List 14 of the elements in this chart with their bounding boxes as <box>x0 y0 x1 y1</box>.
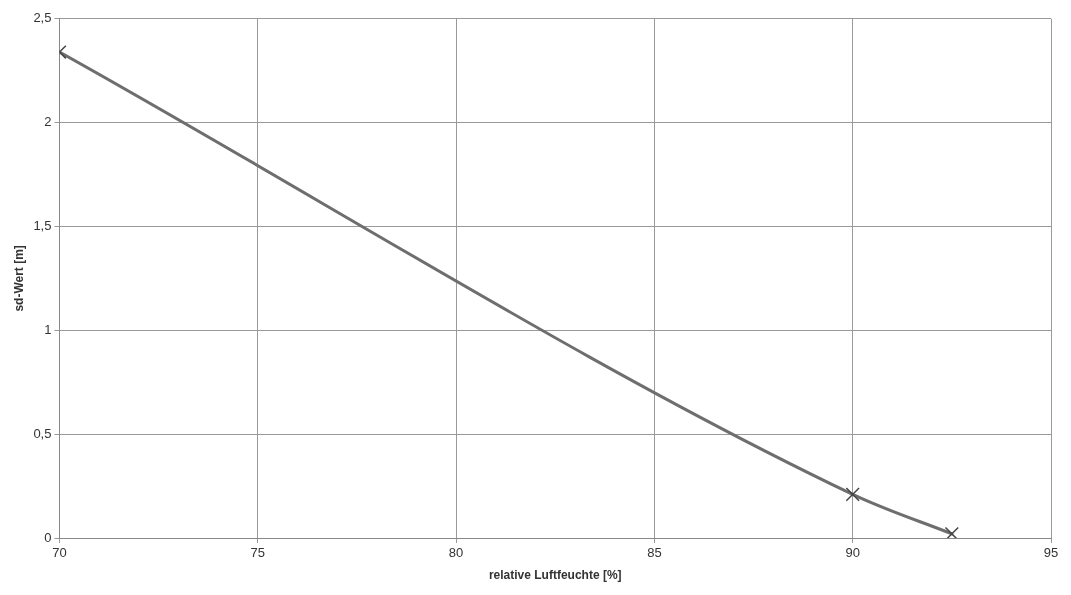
x-tick-label: 90 <box>845 545 860 561</box>
y-tick-label: 2 <box>44 114 52 130</box>
x-tick-label: 75 <box>250 545 266 561</box>
y-axis-title: sd-Wert [m] <box>11 245 26 312</box>
y-tick-label: 1,5 <box>33 218 52 234</box>
y-tick-label: 0,5 <box>33 425 52 441</box>
x-axis-title: relative Luftfeuchte [%] <box>488 568 622 583</box>
y-tick-label: 0 <box>44 529 52 545</box>
y-tick-label: 1 <box>44 321 52 337</box>
x-tick-label: 70 <box>52 545 67 561</box>
x-tick-label: 80 <box>448 545 464 561</box>
x-tick-label: 85 <box>647 545 662 561</box>
y-tick-label: 2,5 <box>33 10 52 26</box>
x-tick-label: 95 <box>1043 545 1059 561</box>
